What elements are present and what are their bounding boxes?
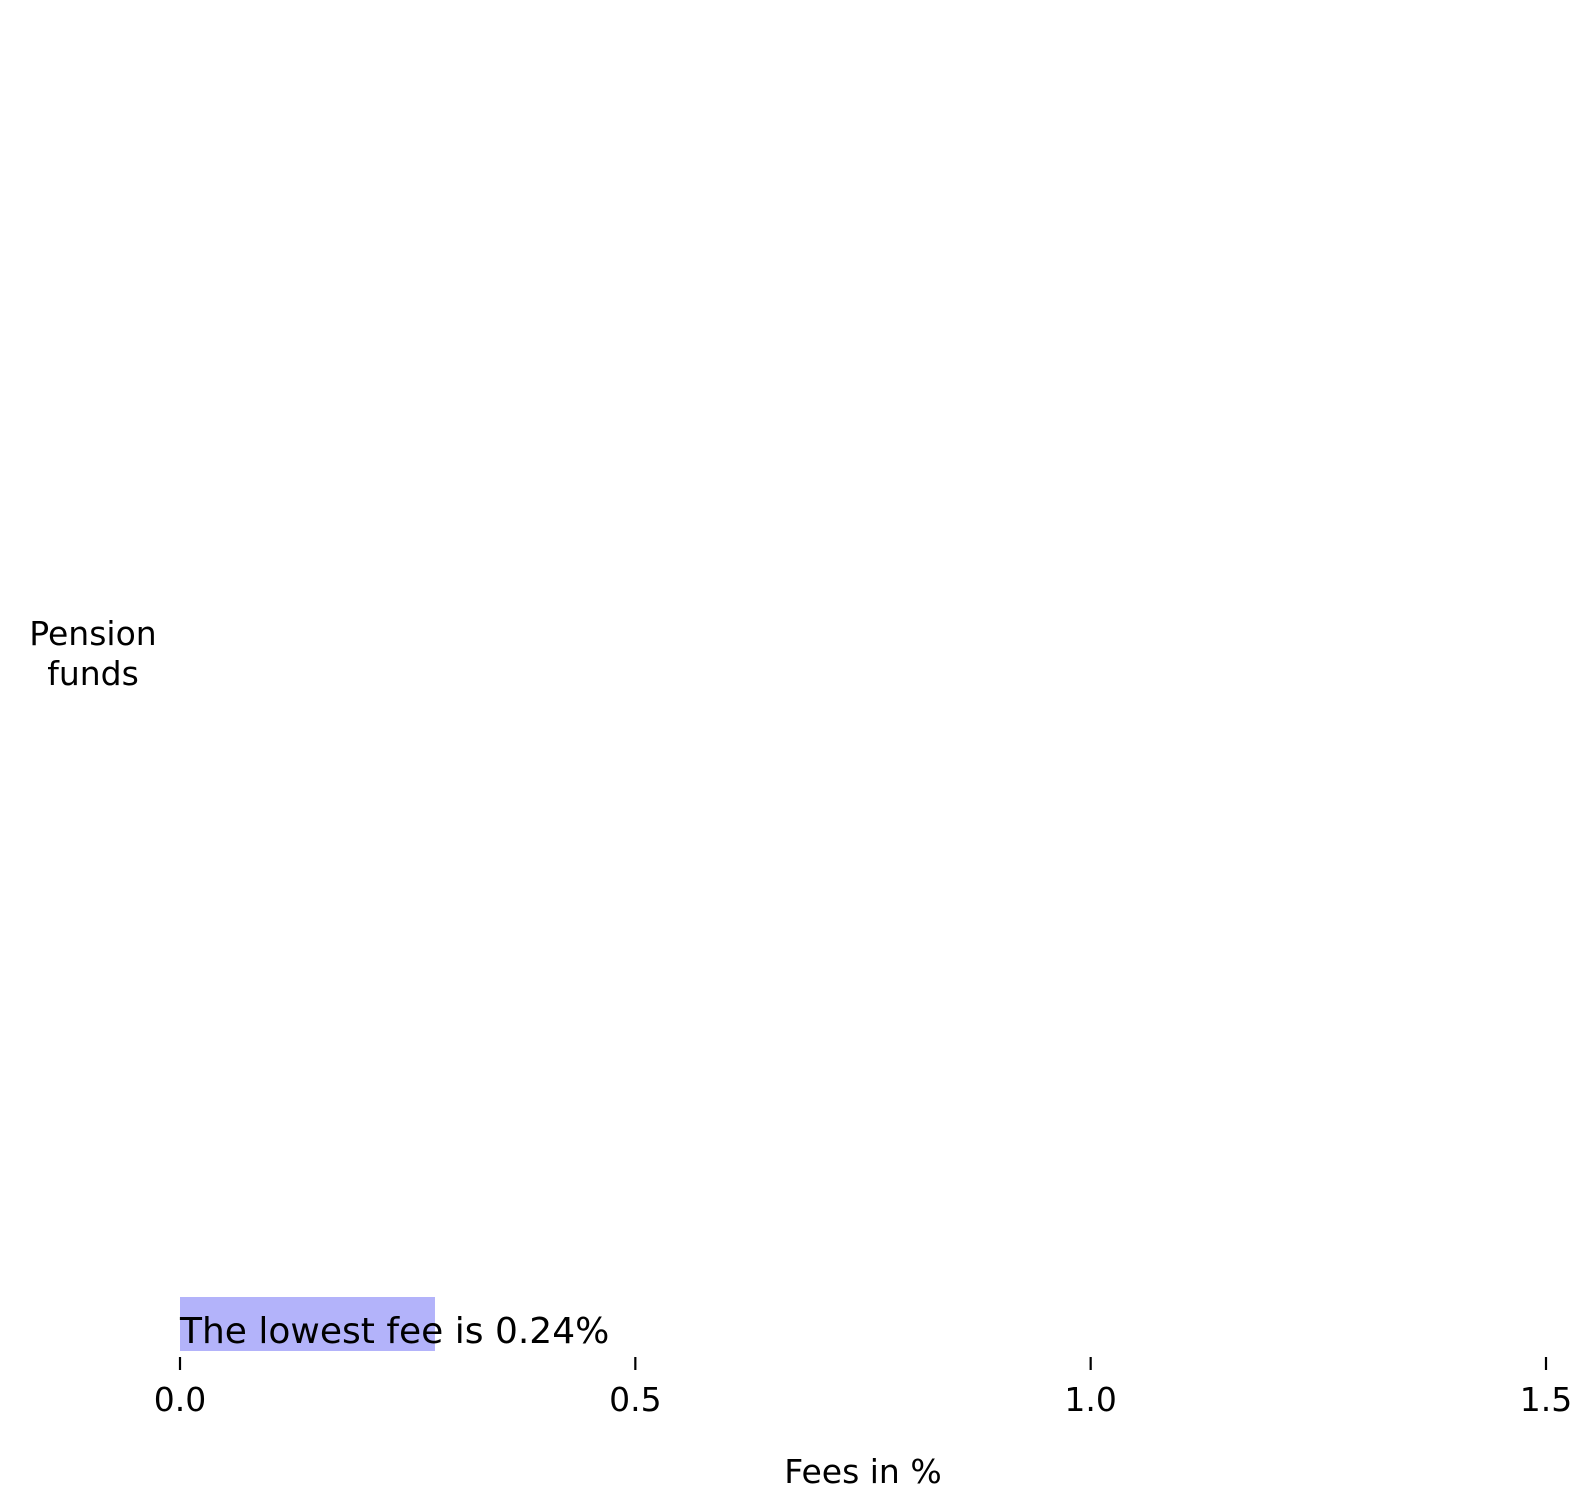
x-tick-label: 0.0 [154,1380,206,1419]
category-label-line-2: funds [47,654,139,693]
x-tick-label: 1.5 [1520,1380,1572,1419]
x-axis-ticks: 0.0 0.5 1.0 1.5 [154,1357,1572,1419]
x-axis-label: Fees in % [784,1452,941,1491]
category-labels: Pension funds [29,614,156,693]
x-tick-label: 1.0 [1064,1380,1116,1419]
bar-pension-funds [180,1297,435,1351]
bar-annotation: The lowest fee is 0.24% [179,1311,609,1352]
bars-layer [180,1297,435,1351]
category-label-line-1: Pension [29,614,156,653]
x-tick-label: 0.5 [609,1380,661,1419]
